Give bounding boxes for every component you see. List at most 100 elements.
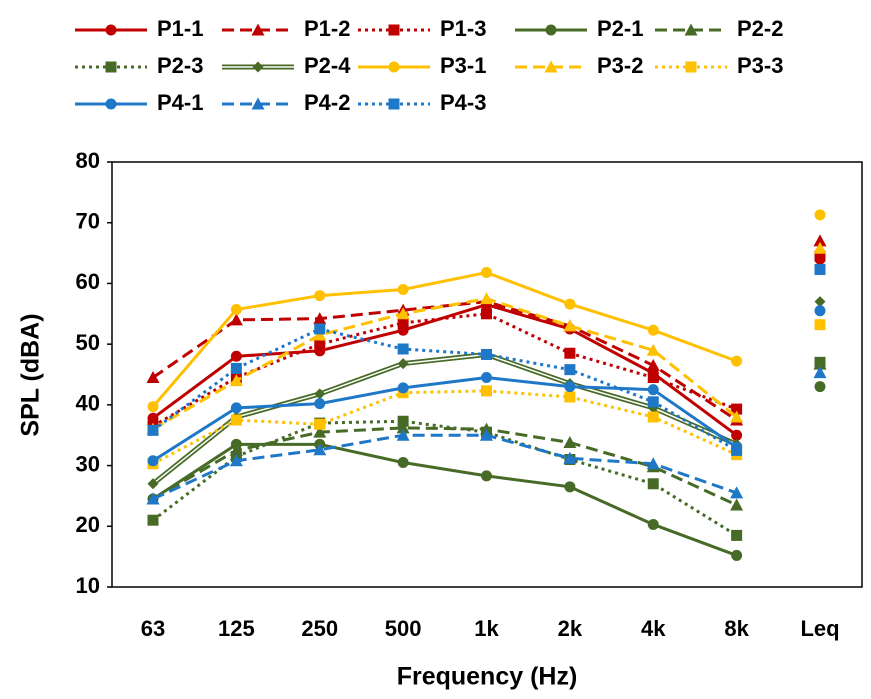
legend-label: P2-2: [737, 16, 783, 41]
point: [397, 284, 409, 295]
point: [564, 298, 576, 310]
point: [731, 549, 743, 561]
point: [731, 403, 743, 415]
point: [564, 347, 576, 359]
point: [397, 415, 409, 427]
leq-point: [814, 296, 826, 308]
legend-label: P3-2: [597, 53, 643, 78]
leq-point: [813, 234, 827, 247]
point: [229, 313, 243, 326]
point: [397, 358, 409, 370]
point: [563, 451, 577, 464]
point: [314, 418, 326, 430]
y-tick-label: 60: [76, 269, 100, 294]
point: [564, 381, 576, 393]
series-line: [152, 297, 738, 431]
point: [481, 308, 492, 320]
y-tick-label: 70: [76, 209, 100, 234]
series-line: [152, 442, 738, 557]
point: [563, 436, 577, 448]
series-line: [152, 376, 738, 462]
legend-marker: [388, 98, 400, 110]
point: [480, 292, 493, 305]
point: [481, 372, 492, 384]
point: [147, 478, 159, 490]
y-tick-label: 40: [76, 391, 100, 416]
point: [230, 402, 242, 414]
point: [647, 324, 659, 336]
y-tick-label: 80: [76, 148, 100, 173]
x-tick-label: 4k: [641, 616, 666, 641]
point: [314, 290, 326, 302]
legend-marker: [545, 24, 557, 36]
y-tick-label: 30: [76, 451, 100, 476]
point: [147, 401, 159, 413]
point: [730, 410, 744, 423]
point: [230, 304, 242, 316]
legend-label: P4-1: [157, 90, 203, 115]
point: [564, 391, 576, 403]
x-tick-label: Leq: [800, 616, 839, 641]
point: [646, 457, 660, 470]
point: [481, 470, 492, 482]
legend-marker: [388, 61, 400, 73]
point: [396, 421, 410, 434]
point: [564, 481, 576, 493]
point: [480, 428, 493, 441]
legend-marker: [684, 23, 698, 36]
leq-point: [814, 250, 826, 262]
series-line: [152, 389, 738, 466]
leq-point: [813, 366, 827, 379]
leq-point: [814, 381, 826, 393]
x-tick-label: 250: [301, 616, 338, 641]
legend-marker: [105, 61, 117, 73]
plot-frame: [111, 161, 863, 588]
point: [730, 486, 744, 499]
leq-point: [813, 241, 827, 254]
point: [481, 267, 492, 278]
point: [314, 388, 326, 400]
legend-label: P4-2: [304, 90, 350, 115]
legend-marker: [544, 60, 558, 73]
point: [397, 343, 409, 355]
leq-point: [814, 319, 826, 331]
x-tick-label: 2k: [558, 616, 583, 641]
point: [731, 355, 743, 367]
y-tick-label: 10: [76, 573, 100, 598]
x-tick-label: 8k: [724, 616, 749, 641]
leq-point: [814, 305, 826, 317]
x-axis-label: Frequency (Hz): [397, 663, 578, 691]
point: [147, 514, 159, 526]
legend-label: P4-3: [440, 90, 486, 115]
point: [229, 374, 243, 387]
leq-point: [814, 356, 826, 368]
point: [229, 454, 243, 467]
point: [147, 455, 159, 467]
point: [314, 323, 326, 335]
legend-label: P1-1: [157, 16, 203, 41]
point: [731, 444, 743, 456]
point: [731, 429, 743, 441]
series-line: [152, 312, 738, 428]
point: [396, 307, 410, 320]
point: [146, 492, 160, 505]
point: [646, 358, 660, 371]
point: [646, 343, 660, 356]
x-tick-label: 125: [218, 616, 255, 641]
legend-label: P3-3: [737, 53, 783, 78]
series-line: [152, 426, 738, 507]
point: [313, 425, 327, 438]
point: [730, 498, 744, 511]
y-tick-label: 50: [76, 330, 100, 355]
point: [147, 424, 159, 436]
point: [397, 317, 409, 329]
legend-marker: [685, 61, 697, 73]
legend-marker: [105, 24, 117, 36]
legend-label: P1-3: [440, 16, 486, 41]
legend-label: P2-3: [157, 53, 203, 78]
legend-label: P2-1: [597, 16, 643, 41]
point: [313, 443, 327, 456]
point: [146, 371, 160, 384]
legend-marker: [251, 23, 265, 36]
